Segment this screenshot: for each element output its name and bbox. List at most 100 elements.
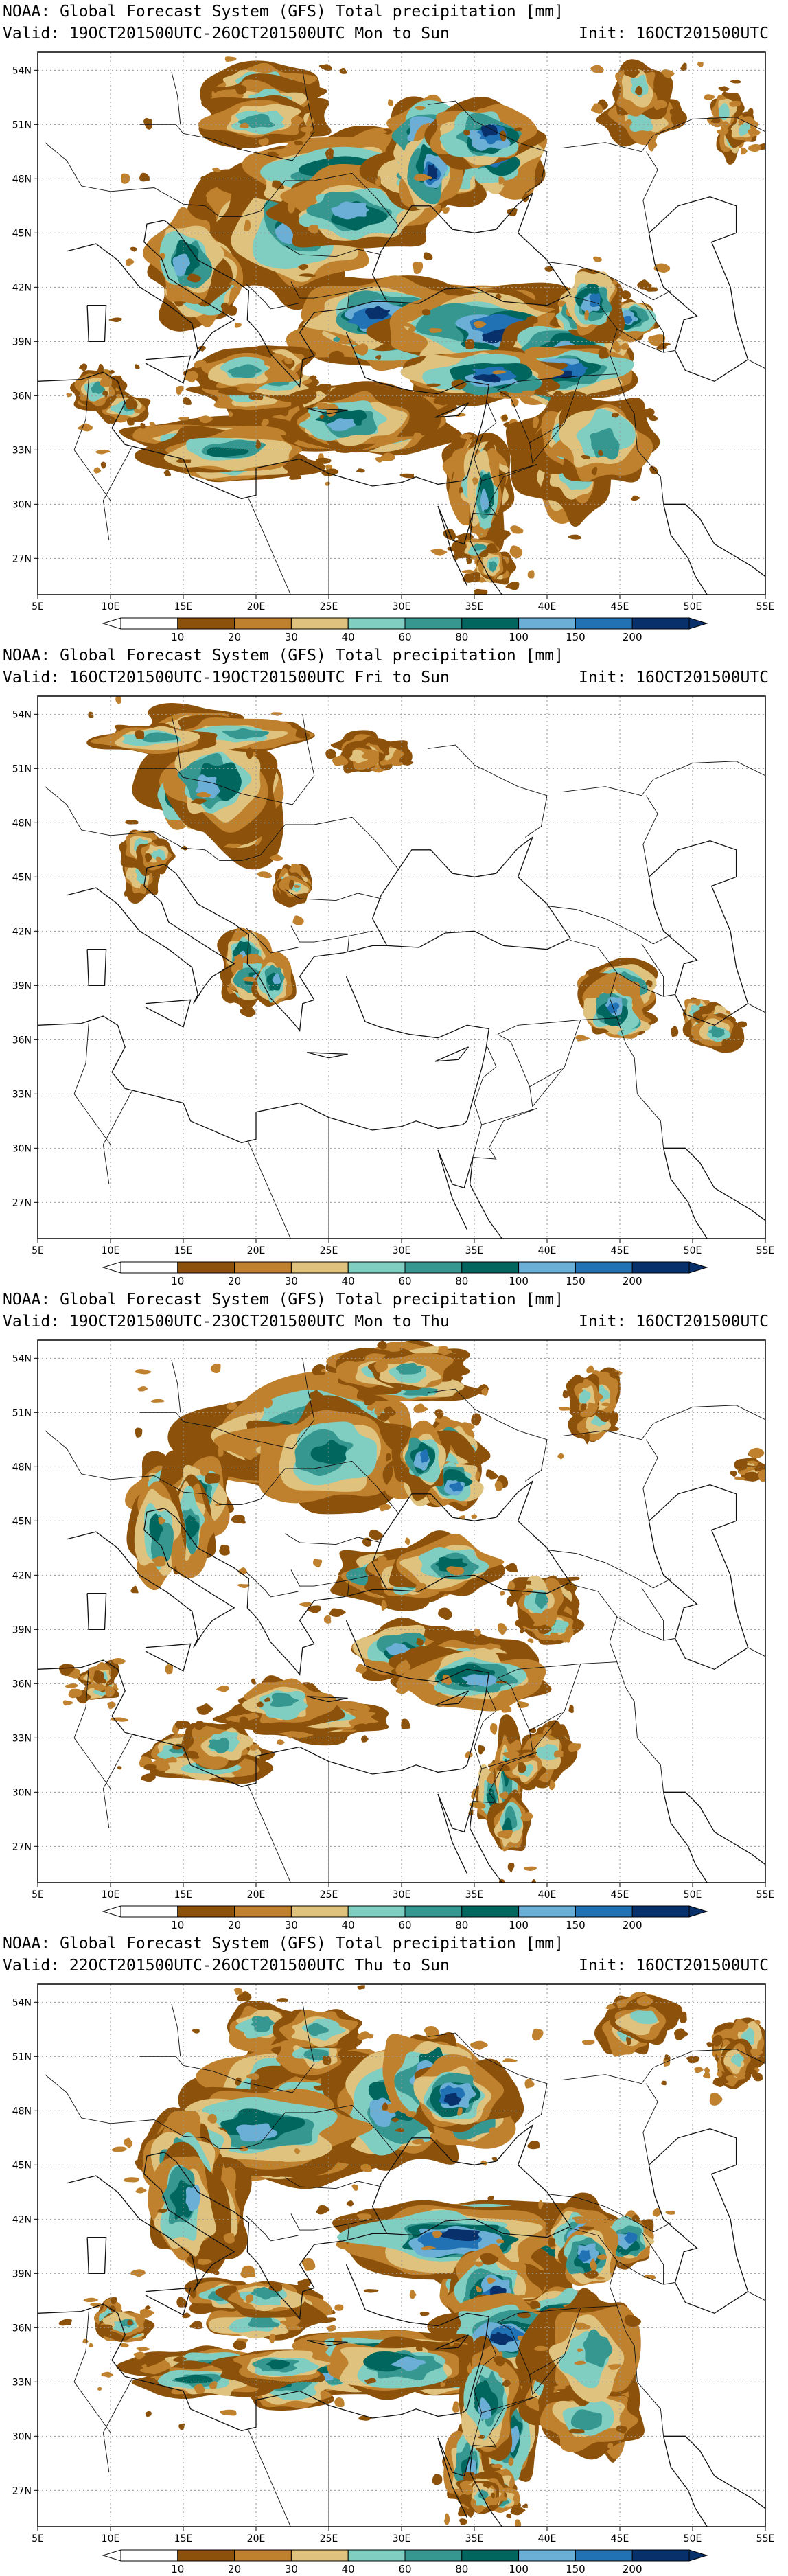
precip-speckle — [593, 988, 599, 994]
coastline — [662, 1148, 708, 1239]
precip-speckle — [176, 385, 184, 395]
x-tick-label: 15E — [174, 2533, 193, 2544]
precip-speckle — [568, 1705, 574, 1714]
precip-speckle — [157, 253, 165, 260]
precip-speckle — [133, 409, 142, 413]
precip-speckle — [190, 1438, 206, 1451]
precip-speckle — [522, 2503, 529, 2508]
precip-speckle — [481, 1388, 489, 1396]
coastline — [164, 1508, 387, 1676]
country-border — [561, 761, 765, 796]
precip-speckle — [357, 1715, 373, 1725]
coastline — [662, 1792, 708, 1883]
precip-speckle — [496, 1680, 507, 1684]
precip-speckle — [62, 1700, 73, 1706]
colorbar-high-arrow — [688, 1261, 708, 1274]
country-border — [139, 768, 293, 805]
precip-speckle — [661, 2080, 667, 2086]
precip-level-8 — [577, 2250, 591, 2262]
precip-speckle — [157, 2208, 168, 2213]
precip-speckle — [245, 102, 253, 106]
y-tick-label: 36N — [12, 1679, 32, 1690]
precip-speckle — [309, 1390, 323, 1402]
precip-speckle — [513, 127, 523, 132]
precip-speckle — [496, 293, 502, 300]
precip-speckle — [590, 2258, 597, 2273]
precip-speckle — [478, 1745, 485, 1755]
precip-level-4 — [738, 123, 750, 137]
precip-speckle — [738, 117, 744, 126]
precip-speckle — [572, 2216, 590, 2224]
precip-speckle — [423, 252, 433, 260]
coastline — [38, 976, 489, 1144]
country-border — [641, 1587, 664, 1641]
y-tick-label: 39N — [12, 336, 32, 347]
y-tick-label: 48N — [12, 2106, 32, 2117]
precip-speckle — [557, 300, 566, 307]
colorbar-swatch — [177, 1261, 235, 1274]
precip-speckle — [297, 76, 311, 79]
country-border — [102, 2378, 133, 2473]
precip-level-5 — [248, 2317, 280, 2328]
country-border — [205, 2104, 376, 2150]
precip-speckle — [750, 2048, 763, 2056]
precip-speckle — [507, 1580, 515, 1592]
y-tick-label: 54N — [12, 709, 32, 720]
precip-speckle — [612, 340, 621, 353]
precip-speckle — [95, 450, 111, 455]
precip-speckle — [82, 2338, 89, 2344]
precip-speckle — [317, 402, 328, 410]
precip-speckle — [525, 315, 538, 324]
precip-speckle — [107, 1701, 116, 1710]
precip-speckle — [318, 384, 332, 395]
precip-speckle — [65, 1683, 79, 1689]
precip-speckle — [148, 2378, 159, 2389]
precip-speckle — [494, 1480, 503, 1491]
x-tick-label: 55E — [756, 601, 775, 612]
y-tick-label: 30N — [12, 2431, 32, 2442]
colorbar-swatch — [461, 2549, 520, 2562]
precip-level-7 — [172, 253, 190, 277]
precip-speckle — [139, 2308, 154, 2318]
precip-speckle — [404, 1537, 410, 1545]
precip-speckle — [502, 1750, 520, 1759]
precip-speckle — [609, 1371, 619, 1379]
precip-speckle — [334, 2304, 344, 2311]
precip-speckle — [240, 2265, 256, 2279]
precip-speckle — [492, 370, 507, 375]
precip-speckle — [694, 2066, 704, 2073]
country-border — [529, 1664, 581, 1751]
coastline — [145, 999, 192, 1028]
colorbar-swatch — [234, 617, 292, 630]
country-border — [616, 1616, 675, 1641]
precip-speckle — [182, 2312, 191, 2319]
coastline — [145, 1643, 192, 1672]
precip-speckle — [226, 1402, 237, 1410]
precip-speckle — [176, 459, 192, 464]
precip-speckle — [143, 117, 153, 130]
precip-speckle — [289, 864, 301, 873]
precip-speckle — [515, 1580, 532, 1585]
precip-speckle — [741, 147, 748, 155]
precip-speckle — [529, 1727, 537, 1734]
country-border — [616, 972, 675, 997]
precip-speckle — [232, 958, 244, 971]
precip-speckle — [399, 473, 415, 479]
precip-speckle — [549, 1779, 556, 1791]
precip-speckle — [389, 761, 403, 766]
country-border — [245, 2215, 299, 2242]
precip-speckle — [135, 730, 145, 739]
coastline — [434, 1690, 470, 1706]
x-tick-label: 10E — [102, 2533, 120, 2544]
precip-speckle — [600, 983, 614, 994]
colorbar-label: 60 — [398, 631, 411, 643]
precip-speckle — [495, 2496, 508, 2501]
precip-level-4 — [150, 849, 166, 861]
precip-speckle — [322, 1375, 334, 1383]
precip-speckle — [737, 1021, 748, 1028]
colorbar-swatch — [234, 2549, 292, 2562]
precip-level-5 — [590, 428, 620, 460]
precip-speckle — [489, 1723, 498, 1735]
country-border — [73, 1667, 111, 1789]
precip-speckle — [502, 180, 513, 187]
